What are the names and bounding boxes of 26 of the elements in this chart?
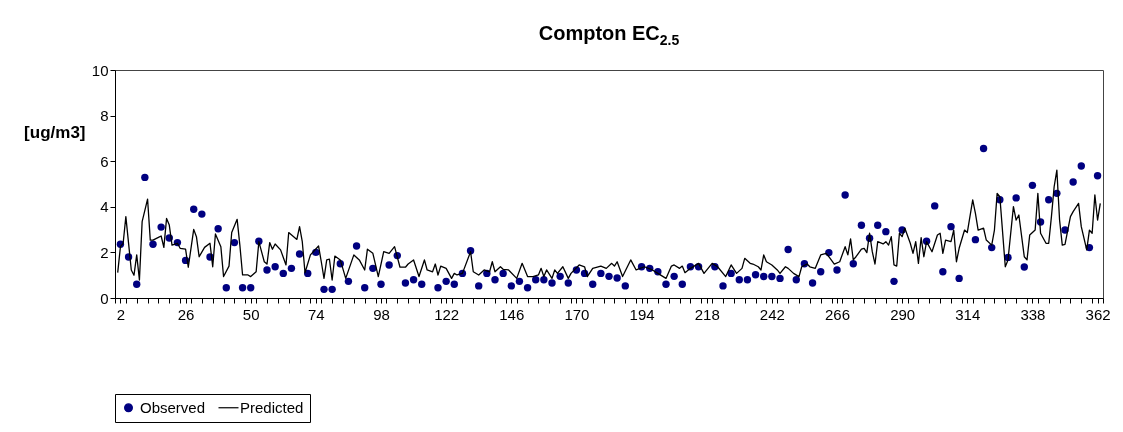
x-tick-label: 2	[116, 305, 126, 323]
x-tick-label: 26	[177, 305, 195, 323]
chart-title: Compton EC$_{2.5}$	[537, 22, 681, 48]
x-tick-label: 290	[890, 305, 916, 323]
y-tick-label: 2	[100, 243, 109, 261]
x-tick-label: 314	[955, 305, 981, 323]
x-tick-label: 218	[694, 305, 720, 323]
x-tick-label: 122	[434, 305, 460, 323]
x-tick-label: 74	[308, 305, 325, 323]
legend-label: Observed	[140, 398, 206, 416]
x-tick-label: 194	[629, 305, 655, 323]
x-tick-label: 170	[564, 305, 590, 323]
y-tick-label: 10	[91, 61, 109, 79]
legend-label: Predicted	[240, 398, 304, 416]
x-tick-label: 266	[824, 305, 851, 323]
y-tick-label: 4	[100, 198, 109, 216]
y-tick-label: 8	[100, 107, 109, 125]
x-tick-label: 98	[373, 305, 390, 323]
x-tick-label: 146	[499, 305, 525, 323]
y-axis-title: [ug/m3]	[24, 122, 86, 142]
x-tick-label: 338	[1020, 305, 1046, 323]
y-tick-label: 6	[100, 152, 109, 170]
x-tick-label: 242	[759, 305, 785, 323]
y-tick-label: 0	[100, 289, 109, 307]
x-tick-label: 50	[242, 305, 260, 323]
x-tick-label: 362	[1085, 305, 1111, 323]
